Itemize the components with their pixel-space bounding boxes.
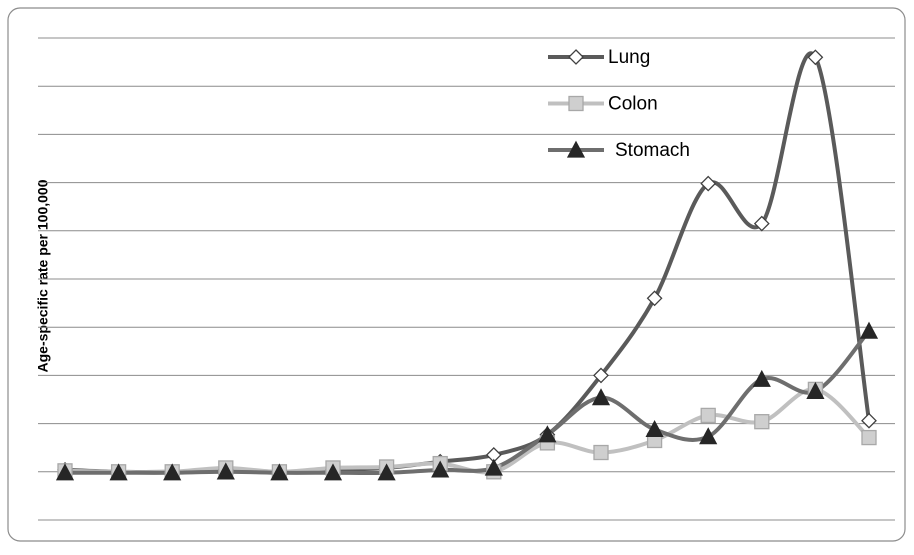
data-point <box>752 369 771 387</box>
data-point <box>861 429 877 446</box>
legend-entry: Lung <box>548 47 650 68</box>
data-point <box>431 460 450 478</box>
data-point <box>109 463 128 481</box>
data-point <box>55 463 75 481</box>
legend-label: Stomach <box>615 140 690 161</box>
legend-marker <box>568 95 584 112</box>
data-point <box>216 462 235 480</box>
data-point <box>484 458 503 476</box>
data-point <box>859 321 879 339</box>
data-point <box>861 412 877 429</box>
data-point <box>699 427 718 445</box>
legend-entry: Colon <box>548 94 658 115</box>
data-point <box>754 414 770 430</box>
data-point <box>807 49 824 66</box>
data-point <box>700 175 717 192</box>
data-point <box>700 407 716 424</box>
legend-entry: Stomach <box>548 140 690 161</box>
data-point <box>593 367 609 384</box>
y-axis-label: Age-specific rate per 100,000 <box>35 179 51 372</box>
data-point <box>163 463 182 481</box>
data-point <box>645 420 664 438</box>
legend-marker <box>568 49 584 65</box>
data-point <box>270 463 289 481</box>
data-point <box>646 290 663 307</box>
legend-label: Lung <box>608 47 650 68</box>
legend-marker <box>566 140 586 158</box>
data-point <box>593 444 609 461</box>
chart-border <box>7 7 906 542</box>
data-point <box>538 425 557 443</box>
data-point <box>753 215 770 232</box>
data-point <box>806 381 825 399</box>
data-point <box>377 463 396 481</box>
legend-label: Colon <box>608 94 658 115</box>
data-point <box>591 388 611 406</box>
data-point <box>323 463 343 481</box>
